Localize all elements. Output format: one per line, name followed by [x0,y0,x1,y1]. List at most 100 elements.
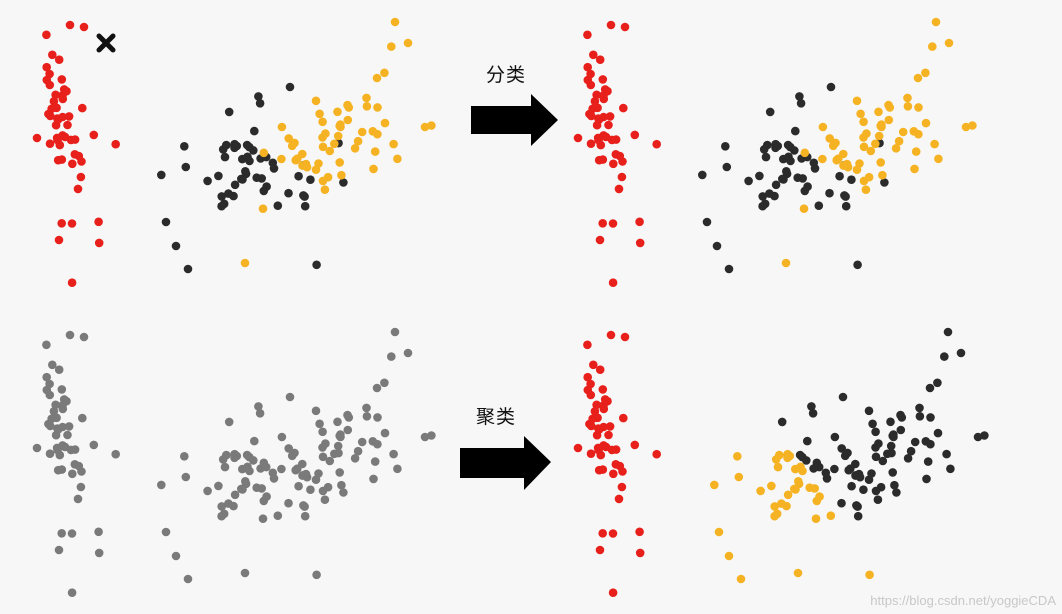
scatter-point [617,482,627,492]
scatter-point [605,422,615,431]
scatter-point [220,152,230,162]
scatter-point [294,171,303,181]
scatter-point [48,50,57,60]
scatter-point [42,372,51,382]
scatter-point [67,588,77,597]
scatter-point [306,485,315,495]
scatter-point [756,486,765,496]
scatter-point [333,131,343,141]
scatter-point [593,103,602,113]
scatter-point [214,171,223,181]
scatter-point [390,17,400,27]
scatter-point [54,545,64,555]
scatter-point [65,330,75,340]
scatter-point [925,383,935,393]
scatter-point [51,430,61,440]
scatter-point [807,402,816,411]
scatter-point [814,201,824,210]
scatter-point [803,436,812,446]
scatter-point [609,469,618,479]
scatter-point [608,278,618,288]
scatter-point [871,427,880,437]
scatter-point [871,486,881,496]
scatter-point [880,178,889,187]
scatter-point [884,115,894,125]
scatter-point [350,454,360,463]
scatter-point [59,395,69,404]
scatter-point [847,175,856,184]
scatter-point [183,574,193,584]
scatter-point [761,152,771,162]
scatter-point [285,392,295,402]
scatter-point [380,378,389,388]
scatter-point [783,449,792,459]
scatter-point [51,90,60,100]
scatter-point [911,147,921,156]
scatter-point [183,264,193,274]
scatter-point [218,455,228,464]
scatter-point [777,417,787,427]
scatter-point [318,427,327,437]
scatter-point [42,30,51,40]
scatter-point [585,109,594,119]
scatter-point [712,241,722,251]
scatter-point [294,481,303,491]
scatter-point [311,475,321,485]
scatter-point [315,419,324,429]
scatter-point [714,527,724,537]
scatter-point [910,164,919,174]
scatter-point [70,445,80,454]
scatter-point [852,96,862,106]
scatter-point [868,419,877,429]
scatter-point [886,417,895,427]
scatter-point [111,139,120,149]
scatter-point [856,109,865,119]
scatter-point [826,511,836,520]
scatter-point [608,529,618,538]
scatter-point [598,75,608,84]
scatter-point [277,464,286,474]
scatter-point [851,459,860,469]
scatter-point [781,258,791,268]
scatter-point [393,464,402,474]
scatter-point [258,204,268,213]
scatter-point [617,172,627,182]
scatter-point [864,406,874,416]
scatter-point [770,511,779,521]
scatter-point [590,97,600,106]
scatter-point [94,527,103,537]
scatter-point [861,185,871,194]
panel-classification-input [32,17,436,288]
scatter-point [586,139,596,148]
scatter-point [946,464,955,474]
scatter-point [635,217,644,227]
scatter-point [843,448,852,458]
scatter-point [914,103,923,112]
scatter-point [32,133,42,143]
scatter-point [312,260,321,270]
scatter-point [877,122,886,132]
scatter-point [343,100,352,110]
scatter-point [350,144,360,153]
scatter-point [926,413,935,422]
scatter-point [598,465,608,474]
scatter-point [333,417,342,427]
scatter-point [795,92,804,101]
scatter-point [245,466,254,476]
scatter-point [64,422,74,431]
scatter-point [57,155,67,164]
scatter-point [333,441,343,451]
scatter-point [698,170,707,180]
scatter-point [224,107,234,117]
scatter-point [220,462,230,472]
scatter-point [312,570,321,580]
scatter-point [73,494,83,504]
scatter-point [595,235,605,245]
scatter-point [357,437,367,447]
scatter-point [724,551,734,561]
scatter-point [300,502,309,511]
scatter-point [230,180,240,190]
scatter-point [380,118,390,128]
scatter-point [224,499,233,508]
scatter-point [380,68,389,78]
